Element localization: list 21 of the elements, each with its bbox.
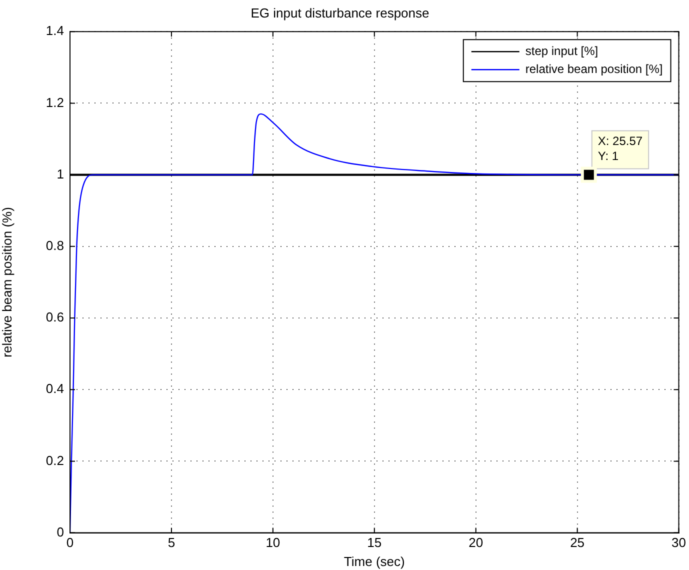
y-axis-title: relative beam position (%) — [0, 207, 14, 358]
y-tick-label: 0.2 — [46, 452, 64, 468]
y-tick-label: 1.2 — [46, 94, 64, 110]
y-tick-label: 1 — [56, 166, 64, 182]
y-tick-label: 0.8 — [46, 238, 64, 253]
y-tick-label: 0.6 — [46, 310, 64, 325]
x-axis-title: Time (sec) — [344, 554, 405, 569]
annotation: X: 25.57 Y: 1 — [598, 134, 643, 164]
x-tick-label: 10 — [266, 535, 280, 550]
x-tick-label: 5 — [168, 535, 176, 550]
x-tick-label: 15 — [367, 535, 382, 550]
x-tick-label: 25 — [570, 535, 585, 550]
y-tick-label: 0 — [56, 524, 64, 540]
chart-title: EG input disturbance response — [250, 5, 430, 20]
y-tick-label: 1.4 — [46, 23, 64, 38]
x-tick-label: 30 — [672, 535, 686, 550]
legend-label: step input [%] — [525, 44, 598, 58]
x-tick-label: 0 — [66, 535, 74, 550]
legend-label: relative beam position [%] — [525, 62, 663, 76]
x-tick-label: 20 — [468, 535, 484, 550]
y-tick-label: 0.4 — [46, 381, 64, 396]
